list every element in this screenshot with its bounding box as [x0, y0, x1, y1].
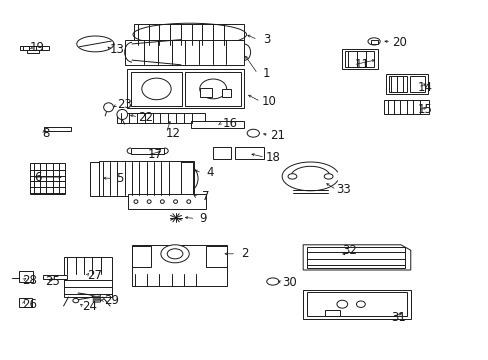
Bar [132, 246, 150, 267]
Text: 3: 3 [262, 33, 270, 46]
Bar [131, 148, 164, 154]
Bar [30, 163, 64, 194]
Ellipse shape [324, 174, 332, 179]
Ellipse shape [73, 298, 79, 303]
Bar [132, 245, 227, 286]
Ellipse shape [356, 301, 365, 307]
Text: 4: 4 [206, 166, 214, 179]
Bar [388, 76, 407, 92]
Ellipse shape [173, 200, 177, 203]
Text: 28: 28 [22, 274, 37, 287]
Ellipse shape [160, 200, 164, 203]
Text: 21: 21 [270, 129, 285, 141]
Bar [221, 89, 231, 97]
Text: 19: 19 [29, 41, 44, 54]
Bar [306, 292, 407, 316]
Bar [27, 50, 39, 53]
Polygon shape [303, 245, 410, 270]
Bar [130, 72, 182, 106]
Bar [63, 257, 112, 297]
Text: 14: 14 [417, 81, 432, 94]
Ellipse shape [167, 249, 183, 259]
Text: 5: 5 [116, 172, 123, 185]
Bar [409, 76, 425, 92]
Text: 7: 7 [201, 190, 209, 203]
Ellipse shape [142, 78, 171, 100]
Text: 31: 31 [390, 311, 405, 324]
Text: 22: 22 [138, 111, 153, 123]
Bar [19, 271, 33, 282]
Bar [306, 247, 404, 268]
Bar [303, 290, 410, 319]
Bar [212, 147, 231, 159]
Bar [383, 100, 428, 114]
Bar [181, 162, 193, 195]
Bar [342, 49, 377, 69]
Text: 25: 25 [45, 275, 60, 288]
Ellipse shape [287, 174, 296, 179]
Text: 12: 12 [166, 127, 181, 140]
Text: 24: 24 [82, 300, 97, 313]
Ellipse shape [367, 38, 380, 45]
Ellipse shape [134, 200, 138, 203]
Bar [190, 121, 244, 128]
Bar [370, 40, 377, 44]
Text: 30: 30 [282, 276, 297, 289]
Text: 20: 20 [392, 36, 407, 49]
Ellipse shape [336, 300, 347, 308]
Bar [325, 310, 339, 316]
Ellipse shape [247, 129, 259, 137]
Text: 13: 13 [110, 43, 124, 56]
Bar [127, 69, 244, 108]
Bar [43, 275, 67, 279]
Bar [134, 24, 244, 45]
Polygon shape [20, 46, 49, 50]
Bar [184, 72, 241, 106]
Text: 8: 8 [41, 127, 49, 140]
Bar [117, 113, 205, 123]
Bar [128, 194, 206, 209]
Ellipse shape [200, 79, 226, 99]
Bar [199, 88, 211, 97]
Text: 2: 2 [240, 247, 248, 260]
Ellipse shape [103, 103, 113, 112]
Text: 9: 9 [199, 212, 206, 225]
Text: 27: 27 [87, 269, 102, 282]
Bar [90, 162, 99, 196]
Bar [19, 298, 32, 307]
Ellipse shape [186, 200, 190, 203]
Text: 10: 10 [261, 95, 276, 108]
Bar [386, 74, 427, 94]
Bar [44, 127, 71, 131]
Text: 23: 23 [117, 98, 132, 111]
Text: 32: 32 [342, 244, 356, 257]
Text: 6: 6 [34, 171, 42, 184]
Ellipse shape [266, 278, 279, 285]
Text: 29: 29 [104, 294, 119, 307]
Text: 33: 33 [336, 183, 350, 196]
Text: 17: 17 [148, 148, 163, 161]
Ellipse shape [161, 245, 189, 263]
Text: 11: 11 [354, 58, 368, 71]
Bar [99, 161, 194, 196]
Bar [234, 147, 264, 159]
Text: 15: 15 [417, 103, 432, 116]
Bar [344, 51, 373, 67]
Text: 16: 16 [222, 117, 237, 130]
Bar [206, 246, 227, 267]
Bar [124, 40, 244, 65]
Text: 26: 26 [22, 298, 37, 311]
Text: 18: 18 [265, 151, 280, 164]
Text: 1: 1 [262, 67, 270, 80]
Ellipse shape [117, 109, 127, 120]
Ellipse shape [147, 200, 151, 203]
